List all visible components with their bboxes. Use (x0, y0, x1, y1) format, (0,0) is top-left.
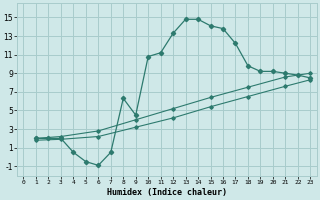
X-axis label: Humidex (Indice chaleur): Humidex (Indice chaleur) (107, 188, 227, 197)
